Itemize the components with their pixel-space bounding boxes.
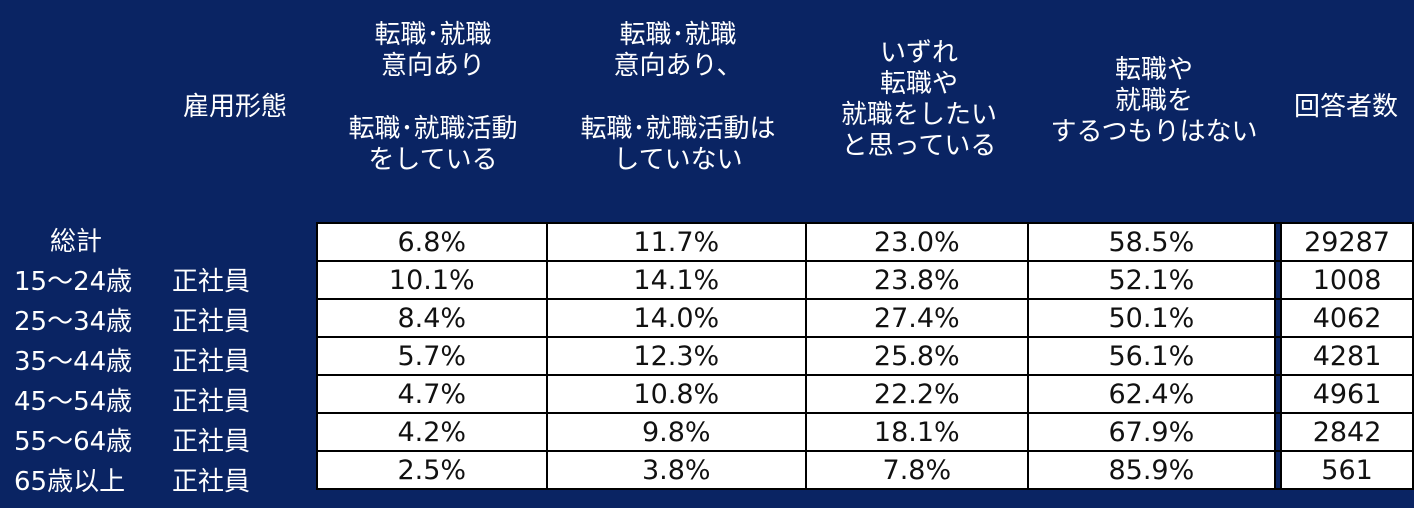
row-label-employment: 正社員 — [172, 427, 251, 457]
column-header-top-text: 転職･就職 意向あり — [374, 20, 492, 81]
percentage-cell: 52.1% — [1026, 260, 1277, 300]
respondent-count-cell: 2842 — [1280, 412, 1414, 452]
percentage-cell: 8.4% — [316, 298, 548, 338]
row-label-age: 総計 — [50, 227, 103, 257]
table-row: 6.8% 11.7% 23.0% 58.5% 29287 — [316, 222, 1414, 262]
percentage-cell: 11.7% — [545, 222, 808, 262]
table-body: 6.8% 11.7% 23.0% 58.5% 29287 10.1% 14.1% 23.8% 5… — [316, 222, 1414, 490]
column-header-top-text: いずれ 転職や 就職をしたい と思っている — [840, 38, 997, 161]
percentage-cell: 62.4% — [1026, 374, 1277, 414]
table-row: 5.7% 12.3% 25.8% 56.1% 4281 — [316, 336, 1414, 376]
row-label-employment: 正社員 — [172, 267, 251, 297]
column-header-job-change-active: 転職･就職 意向あり 転職･就職活動 をしている — [318, 20, 548, 176]
percentage-cell: 3.8% — [545, 450, 808, 490]
data-table: 6.8% 11.7% 23.0% 58.5% 29287 10.1% 14.1% 23.8% 5… — [316, 222, 1414, 490]
percentage-cell: 18.1% — [805, 412, 1029, 452]
percentage-cell: 23.8% — [805, 260, 1029, 300]
respondent-count-cell: 561 — [1280, 450, 1414, 490]
respondent-count-cell: 29287 — [1280, 222, 1414, 262]
column-header-bottom-text: 転職･就職活動は していない — [580, 114, 776, 175]
percentage-cell: 14.0% — [545, 298, 808, 338]
row-label-age: 55～64歳 — [14, 427, 133, 457]
row-label-age: 25～34歳 — [14, 307, 133, 337]
percentage-cell: 6.8% — [316, 222, 548, 262]
percentage-cell: 25.8% — [805, 336, 1029, 376]
column-gap — [1274, 412, 1283, 452]
percentage-cell: 85.9% — [1026, 450, 1277, 490]
column-gap — [1274, 260, 1283, 300]
percentage-cell: 4.2% — [316, 412, 548, 452]
percentage-cell: 14.1% — [545, 260, 808, 300]
column-gap — [1274, 298, 1283, 338]
percentage-cell: 23.0% — [805, 222, 1029, 262]
column-header-top-text: 転職や 就職を するつもりはない — [1050, 55, 1258, 147]
column-header-job-change-inactive: 転職･就職 意向あり、 転職･就職活動は していない — [548, 20, 808, 176]
respondent-count-cell: 4281 — [1280, 336, 1414, 376]
column-header-top-text: 回答者数 — [1293, 92, 1398, 122]
column-gap — [1274, 374, 1283, 414]
row-label-age: 35～44歳 — [14, 347, 133, 377]
percentage-cell: 9.8% — [545, 412, 808, 452]
table-row: 8.4% 14.0% 27.4% 50.1% 4062 — [316, 298, 1414, 338]
column-header-top-text: 転職･就職 意向あり、 — [613, 20, 743, 81]
row-label-age: 45～54歳 — [14, 387, 133, 417]
row-label-age: 65歳以上 — [14, 467, 126, 497]
percentage-cell: 5.7% — [316, 336, 548, 376]
percentage-cell: 12.3% — [545, 336, 808, 376]
row-label-age: 15～24歳 — [14, 267, 133, 297]
percentage-cell: 50.1% — [1026, 298, 1277, 338]
percentage-cell: 67.9% — [1026, 412, 1277, 452]
row-header-employment-type: 雇用形態 — [182, 92, 287, 122]
percentage-cell: 22.2% — [805, 374, 1029, 414]
percentage-cell: 4.7% — [316, 374, 548, 414]
column-gap — [1274, 222, 1283, 262]
row-label-employment: 正社員 — [172, 387, 251, 417]
column-header-someday: いずれ 転職や 就職をしたい と思っている — [808, 38, 1030, 162]
column-header-bottom-text: 転職･就職活動 をしている — [348, 114, 518, 175]
percentage-cell: 7.8% — [805, 450, 1029, 490]
column-header-respondents: 回答者数 — [1278, 92, 1414, 123]
column-gap — [1274, 450, 1283, 490]
percentage-cell: 10.1% — [316, 260, 548, 300]
respondent-count-cell: 4062 — [1280, 298, 1414, 338]
row-label-employment: 正社員 — [172, 307, 251, 337]
column-gap — [1274, 336, 1283, 376]
row-label-employment: 正社員 — [172, 467, 251, 497]
percentage-cell: 2.5% — [316, 450, 548, 490]
table-row: 10.1% 14.1% 23.8% 52.1% 1008 — [316, 260, 1414, 300]
percentage-cell: 27.4% — [805, 298, 1029, 338]
table-row: 4.7% 10.8% 22.2% 62.4% 4961 — [316, 374, 1414, 414]
table-row: 2.5% 3.8% 7.8% 85.9% 561 — [316, 450, 1414, 490]
respondent-count-cell: 4961 — [1280, 374, 1414, 414]
percentage-cell: 10.8% — [545, 374, 808, 414]
row-label-employment: 正社員 — [172, 347, 251, 377]
column-header-no-intention: 転職や 就職を するつもりはない — [1030, 55, 1278, 148]
percentage-cell: 56.1% — [1026, 336, 1277, 376]
respondent-count-cell: 1008 — [1280, 260, 1414, 300]
percentage-cell: 58.5% — [1026, 222, 1277, 262]
table-row: 4.2% 9.8% 18.1% 67.9% 2842 — [316, 412, 1414, 452]
